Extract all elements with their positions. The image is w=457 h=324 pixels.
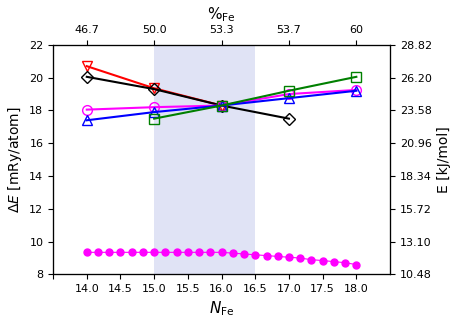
Y-axis label: $\Delta E$ [mRy/atom]: $\Delta E$ [mRy/atom] <box>5 107 24 213</box>
Y-axis label: E [kJ/mol]: E [kJ/mol] <box>437 126 452 193</box>
X-axis label: $\%_\mathrm{Fe}$: $\%_\mathrm{Fe}$ <box>207 6 236 24</box>
X-axis label: $N_{\mathrm{Fe}}$: $N_{\mathrm{Fe}}$ <box>209 300 234 318</box>
Bar <box>154 45 255 274</box>
